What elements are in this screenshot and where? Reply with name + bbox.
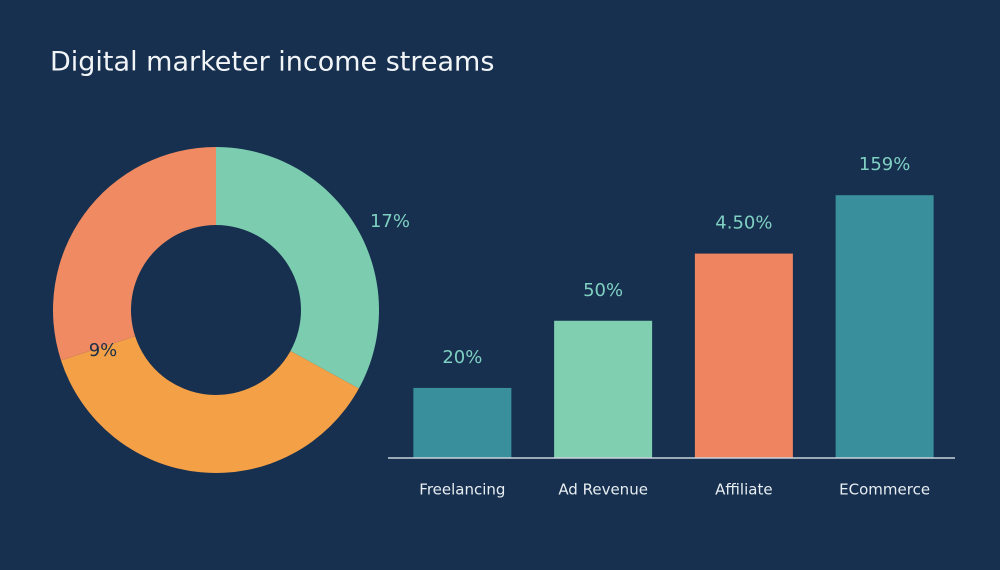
bar-annotation: 50% [583, 280, 623, 301]
bar-annotation: 4.50% [715, 213, 772, 234]
bar [554, 320, 653, 458]
donut-segment [216, 147, 379, 389]
bar [413, 387, 512, 458]
bar [835, 195, 934, 458]
donut-segment [60, 336, 359, 473]
x-tick-label: Ad Revenue [558, 481, 648, 499]
x-tick-label: ECommerce [839, 481, 930, 499]
donut-annotation: 9% [89, 340, 118, 361]
x-tick-label: Affiliate [715, 481, 772, 499]
bar [694, 253, 793, 458]
bar-annotation: 159% [859, 154, 910, 175]
bar-annotation: 20% [442, 347, 482, 368]
x-tick-label: Freelancing [419, 481, 505, 499]
donut-segment [52, 147, 216, 361]
chart-title: Digital marketer income streams [50, 47, 494, 78]
donut-annotation: 17% [370, 211, 410, 232]
